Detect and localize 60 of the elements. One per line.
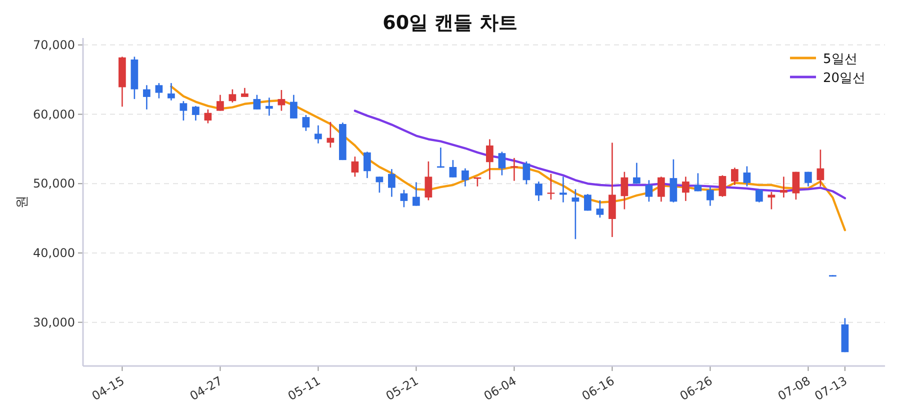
candlestick [266,96,273,116]
candlestick [584,193,592,212]
chart-title: 60일 캔들 차트 [382,12,518,34]
candlestick [241,87,248,98]
candlestick [658,176,665,202]
candlestick [424,160,432,201]
candlestick [143,84,150,110]
candlestick [168,82,175,102]
candlestick [682,176,690,202]
candlestick [351,156,359,178]
candlestick [633,162,640,184]
candlestick [718,174,726,198]
candlestick [816,148,824,188]
candlestick [216,94,224,112]
legend-label: 5일선 [823,52,858,67]
candlestick [522,160,530,185]
legend-label: 20일선 [823,71,866,86]
candlestick [155,82,163,99]
candlestick [462,168,469,188]
candlestick [804,171,812,188]
y-tick-label: 50,000 [33,176,75,191]
candlestick [498,151,506,176]
candlestick [780,176,788,198]
y-tick-label: 40,000 [33,246,75,260]
candlestick [756,188,763,203]
candlestick [364,151,371,179]
candlestick [376,176,384,194]
y-tick-label: 30,000 [33,315,75,330]
candlestick [228,88,236,104]
candlestick [290,94,298,120]
candlestick [486,138,494,180]
candlestick [388,168,396,198]
candlestick [706,186,714,206]
candlestick [192,105,200,122]
candlestick [253,94,261,110]
candlestick [400,189,408,208]
candlestick [547,173,555,200]
candlestick [204,108,212,124]
candlestick [743,166,751,188]
candlestick [694,172,702,192]
candlestick [572,188,580,240]
candlestick [792,171,800,200]
candlestick [314,124,322,144]
candlestick [731,167,738,186]
candlestick [535,180,542,202]
y-axis-title: 원 [15,196,30,208]
candlestick [596,200,604,218]
candlestick [449,159,457,178]
candlestick [645,180,653,202]
y-tick-label: 70,000 [33,38,75,52]
candlestick [620,171,628,210]
candlestick [560,176,567,203]
candlestick [412,182,420,206]
candlestick [278,89,286,112]
candlestick [768,191,776,210]
candlestick [302,114,310,132]
candlestick [670,158,678,203]
candlestick [180,100,188,122]
y-tick-label: 60,000 [33,107,75,122]
line-series [170,85,846,232]
